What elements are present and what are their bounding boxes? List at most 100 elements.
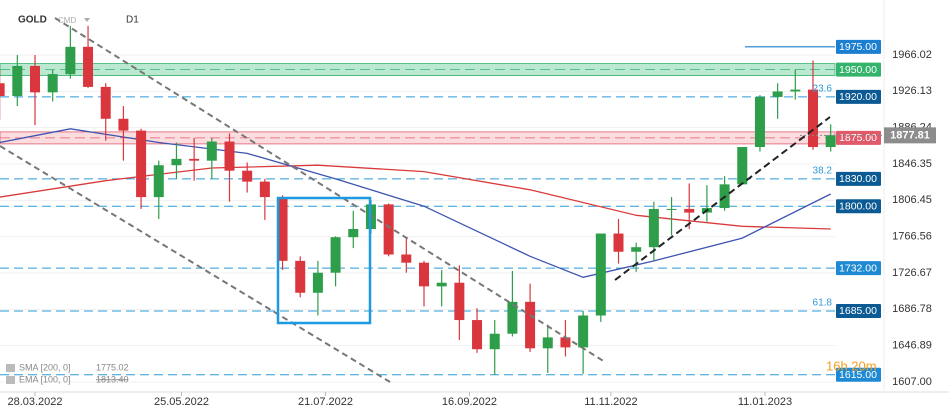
candle-body — [613, 233, 624, 252]
candle-body — [737, 147, 748, 185]
candle-body — [118, 118, 129, 131]
candle-body — [277, 197, 288, 261]
level-label-box — [836, 89, 881, 104]
candle-body — [472, 320, 483, 350]
candle-body — [312, 272, 323, 293]
candle-body — [348, 228, 359, 238]
candle-body — [595, 233, 606, 316]
level-label-box — [836, 367, 881, 382]
candle-body — [507, 301, 518, 334]
candle-body — [189, 158, 200, 161]
candle-body — [12, 65, 23, 97]
candle-body — [436, 282, 447, 287]
candle-body — [100, 86, 111, 119]
level-label: 1975.00 — [839, 41, 877, 53]
candle-body — [259, 181, 270, 198]
x-tick-label: 28.03.2022 — [7, 396, 62, 408]
last-price-box — [884, 127, 936, 144]
legend-value: 1775.02 — [96, 362, 129, 372]
legend-icon — [6, 376, 15, 384]
candle-body — [560, 337, 571, 348]
candle-body — [525, 301, 536, 349]
candle-body — [454, 282, 465, 321]
candle-body — [578, 315, 589, 348]
candle-body — [330, 237, 341, 273]
y-tick-label: 1686.78 — [892, 303, 932, 315]
candle-body — [542, 337, 553, 349]
level-label-box — [836, 62, 881, 77]
candle-body — [790, 89, 801, 92]
candle-body — [684, 208, 695, 213]
x-tick-label: 25.05.2022 — [154, 396, 209, 408]
candle-body — [206, 141, 217, 161]
countdown: 16h 20m — [826, 358, 877, 373]
candle-body — [153, 165, 164, 198]
fib-label: 61.8 — [813, 298, 833, 309]
level-label: 1950.00 — [839, 64, 877, 76]
level-label: 1685.00 — [839, 305, 877, 317]
candle-body — [489, 333, 500, 350]
legend-name: EMA [100, 0] — [19, 374, 71, 384]
level-label-box — [836, 199, 881, 214]
candle-body — [136, 130, 147, 198]
candle-body — [401, 254, 412, 263]
candle-body — [30, 65, 40, 93]
candle-body — [825, 135, 836, 148]
level-label: 1920.00 — [839, 91, 877, 103]
candle-body — [171, 158, 182, 166]
candle-body — [772, 91, 783, 97]
moving-average — [0, 128, 831, 278]
candle-body — [224, 141, 235, 171]
market: CMD — [58, 16, 76, 25]
channel-line — [54, 17, 606, 363]
x-tick-label: 21.07.2022 — [298, 396, 353, 408]
dropdown-icon[interactable] — [84, 18, 90, 22]
candle-body — [383, 204, 394, 255]
y-tick-label: 1766.56 — [892, 231, 932, 243]
channel-line — [0, 145, 391, 383]
candle-body — [631, 247, 642, 252]
level-label-box — [836, 39, 881, 54]
level-label: 1732.00 — [839, 262, 877, 274]
candle-body — [83, 46, 94, 87]
y-tick-label: 1966.02 — [892, 49, 932, 61]
candle-body — [65, 46, 76, 75]
plot — [0, 25, 836, 383]
candle-body — [242, 170, 253, 182]
last-price: 1877.81 — [890, 130, 930, 142]
level-label-box — [836, 261, 881, 276]
symbol: GOLD — [18, 15, 47, 26]
x-tick-label: 11.11.2022 — [584, 396, 637, 408]
fib-label: 23.6 — [813, 84, 833, 95]
fib-label: 38.2 — [813, 166, 833, 177]
candle-body — [0, 83, 5, 97]
y-tick-label: 1726.67 — [892, 267, 932, 279]
x-tick-label: 11.01.2023 — [738, 396, 792, 408]
timeframe: D1 — [126, 15, 139, 26]
y-tick-label: 1806.45 — [892, 194, 932, 206]
legend-name: SMA [200, 0] — [19, 362, 71, 372]
level-label-box — [836, 130, 881, 145]
x-tick-label: 16.09.2022 — [442, 396, 497, 408]
support-line — [614, 116, 831, 281]
candle-body — [47, 74, 58, 93]
level-label-box — [836, 171, 881, 186]
highlight-box — [276, 196, 372, 325]
level-label: 1800.00 — [839, 200, 877, 212]
level-label: 1875.00 — [839, 132, 877, 144]
candle-body — [418, 262, 429, 287]
candle-body — [295, 260, 306, 293]
candle-body — [807, 89, 818, 148]
level-label: 1615.00 — [839, 369, 877, 381]
candle-body — [754, 96, 765, 148]
candle-body — [666, 208, 677, 210]
level-label: 1830.00 — [839, 173, 877, 185]
legend-icon — [6, 364, 15, 372]
y-tick-label: 1926.13 — [892, 85, 932, 97]
y-tick-label: 1646.89 — [892, 340, 932, 352]
y-tick-label: 1846.35 — [892, 158, 932, 170]
y-tick-label: 1607.00 — [892, 376, 932, 388]
legend-value: 1813.40 — [96, 374, 129, 384]
level-label-box — [836, 303, 881, 318]
